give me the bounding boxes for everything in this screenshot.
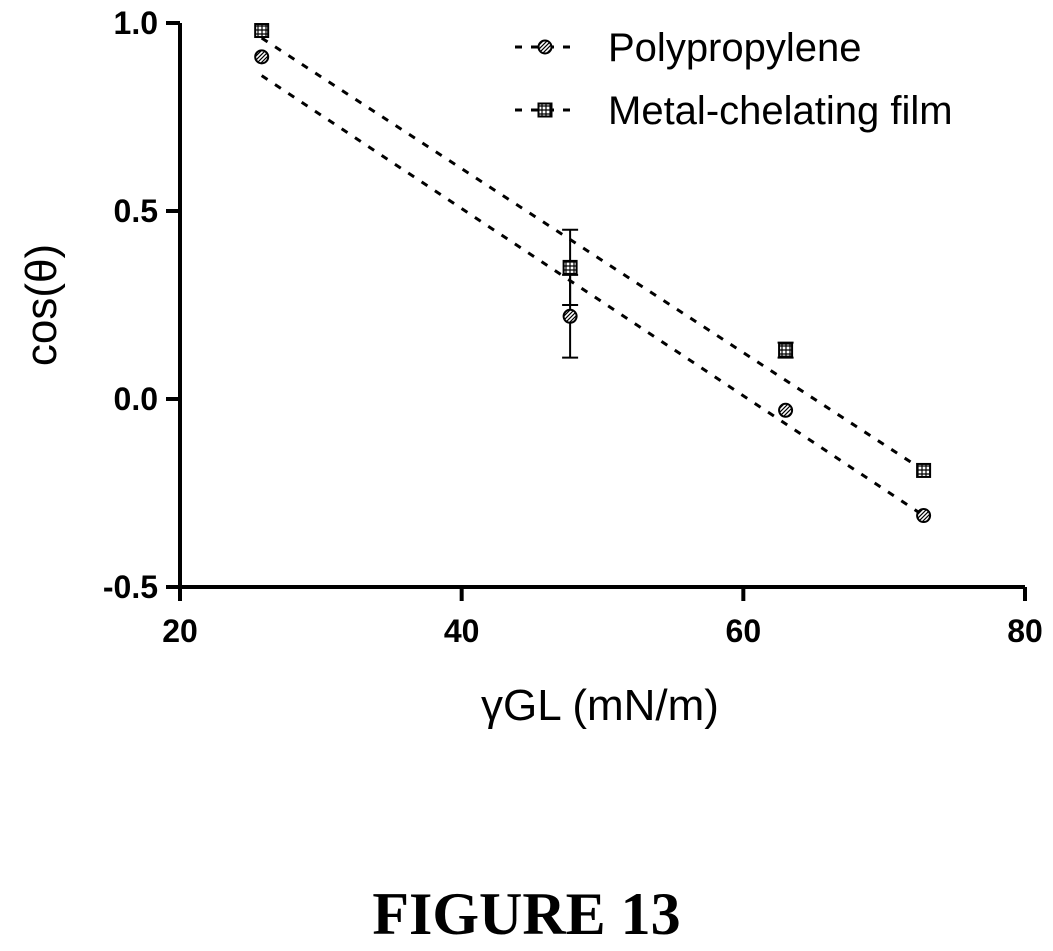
metal-chelating-point bbox=[254, 23, 270, 39]
axes: -0.5 0.0 0.5 1.0 20 40 60 80 bbox=[103, 5, 1043, 649]
x-tick-label: 80 bbox=[1007, 613, 1043, 649]
y-axis-label: cos(θ) bbox=[17, 244, 66, 366]
x-tick-label: 40 bbox=[444, 613, 480, 649]
metal-chelating-fit-line bbox=[260, 36, 925, 472]
y-tick-label: 0.0 bbox=[114, 381, 158, 417]
x-tick-label: 20 bbox=[162, 613, 198, 649]
polypropylene-point bbox=[254, 49, 270, 65]
legend: Polypropylene Metal-chelating film bbox=[515, 26, 953, 133]
polypropylene-point bbox=[562, 308, 578, 324]
fit-lines bbox=[260, 36, 925, 517]
metal-chelating-point bbox=[916, 462, 932, 478]
metal-chelating-point bbox=[778, 342, 794, 358]
polypropylene-legend-label: Polypropylene bbox=[608, 26, 862, 70]
y-tick-label: 1.0 bbox=[114, 5, 158, 41]
x-axis-label: γGL (mN/m) bbox=[481, 681, 719, 730]
metal-chelating-legend-label: Metal-chelating film bbox=[608, 89, 953, 133]
polypropylene-point bbox=[778, 402, 794, 418]
figure-caption: FIGURE 13 bbox=[372, 881, 681, 947]
contact-angle-chart: -0.50.00.51.020 40 60 80 γGL (mN/m) cos(θ) … bbox=[17, 5, 1043, 730]
x-tick-label: 60 bbox=[726, 613, 762, 649]
y-tick-label: 0.5 bbox=[114, 193, 158, 229]
data-points bbox=[254, 23, 932, 524]
metal-chelating-point bbox=[562, 259, 578, 275]
polypropylene-legend-marker bbox=[537, 39, 553, 55]
polypropylene-fit-line bbox=[260, 74, 925, 517]
metal-chelating-legend-marker bbox=[537, 102, 553, 118]
y-tick-label: -0.5 bbox=[103, 569, 158, 605]
polypropylene-point bbox=[916, 508, 932, 524]
